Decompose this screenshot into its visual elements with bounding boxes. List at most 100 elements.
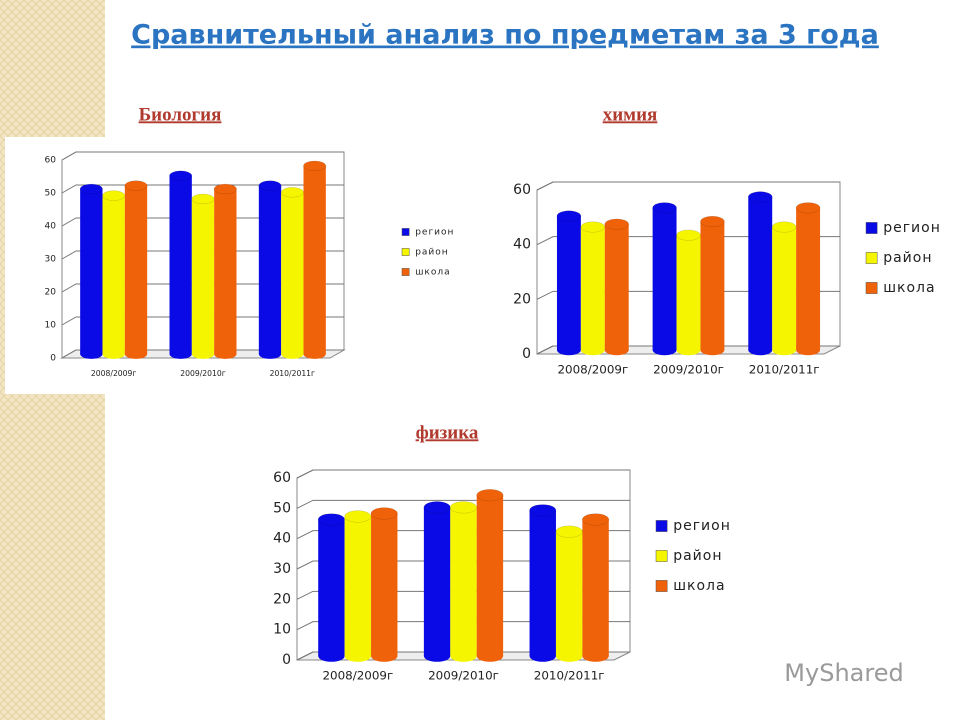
bar-cap [124, 180, 148, 191]
bar-base [748, 344, 773, 356]
bar [258, 185, 282, 354]
bar-cap [280, 187, 304, 198]
bar [580, 227, 605, 350]
bar-cap [771, 221, 797, 233]
bar [604, 224, 629, 350]
y-tick-label: 0 [282, 652, 291, 668]
bar-cap [317, 513, 345, 526]
bar-base [124, 349, 148, 359]
grid-line [536, 345, 840, 355]
bar-cap [370, 507, 398, 520]
legend-swatch [655, 520, 668, 532]
y-tick-label: 10 [273, 622, 291, 638]
legend-swatch [401, 268, 410, 276]
bar-base [555, 650, 583, 662]
bar-cap [582, 513, 610, 526]
chart-title: химия [603, 104, 658, 125]
bar-cap [213, 183, 237, 195]
bar-cap [748, 191, 773, 203]
bar-cap [676, 229, 701, 241]
legend-label: район [415, 248, 448, 258]
grid-line [296, 530, 630, 540]
chart-title: Биология [139, 104, 222, 125]
y-tick-label: 50 [273, 500, 291, 516]
bar [80, 189, 103, 354]
bar-cap [423, 501, 451, 514]
bar-base [102, 349, 125, 359]
bar-cap [102, 190, 126, 201]
bar [371, 513, 398, 656]
bar-base [344, 650, 372, 662]
grid-line [61, 151, 344, 161]
bar-base [700, 344, 725, 356]
legend-label: школа [673, 578, 725, 594]
bar-cap [191, 193, 215, 205]
y-tick-label: 60 [45, 156, 57, 166]
bar-cap [556, 210, 582, 222]
bar-base [423, 650, 451, 662]
bar-cap [700, 216, 725, 228]
bar [676, 235, 701, 350]
bar [214, 189, 237, 354]
legend-swatch [865, 222, 878, 234]
bar [344, 516, 372, 656]
bar [556, 216, 581, 350]
bar-base [371, 650, 398, 662]
bar [529, 510, 556, 656]
bar-cap [303, 160, 327, 172]
bar-cap [450, 501, 477, 514]
grid-line [296, 590, 630, 600]
bar-base [772, 344, 797, 356]
bar-cap [604, 218, 629, 230]
bar-cap [79, 183, 103, 195]
legend-swatch [655, 550, 668, 562]
legend-label: регион [673, 518, 731, 534]
grid-line [296, 560, 630, 570]
grid-line [61, 250, 344, 260]
bar-base [258, 349, 282, 359]
bar-base [580, 344, 605, 356]
bar [169, 175, 192, 354]
bar [582, 519, 609, 656]
legend-swatch [865, 282, 878, 294]
bar-base [80, 349, 103, 359]
grid-line [536, 236, 840, 246]
bar [318, 519, 345, 656]
legend-label: район [673, 548, 722, 564]
bar [303, 165, 326, 354]
legend-label: район [883, 250, 932, 266]
bar-base [318, 650, 345, 662]
y-tick-label: 30 [273, 561, 291, 577]
y-tick-label: 40 [45, 222, 57, 232]
grid-line [61, 316, 344, 326]
bar [652, 207, 677, 350]
bar [102, 195, 125, 354]
bar [450, 507, 477, 656]
bar-base [169, 349, 192, 359]
grid-line [536, 290, 840, 300]
bar [476, 495, 504, 656]
grid-line [536, 181, 840, 191]
bar-cap [795, 202, 821, 214]
y-tick-label: 60 [273, 470, 291, 486]
y-tick-label: 40 [513, 237, 531, 253]
bar [281, 192, 304, 354]
bar [700, 221, 725, 350]
x-tick-label: 2009/2010г [653, 363, 724, 377]
bar-cap [258, 180, 282, 191]
bar [423, 507, 451, 656]
watermark: MyShared [784, 659, 903, 687]
bar-base [450, 650, 477, 662]
y-tick-label: 0 [522, 346, 531, 362]
y-tick-label: 30 [45, 255, 57, 265]
bar [124, 185, 148, 354]
grid-line [61, 349, 344, 359]
bar-base [281, 349, 304, 359]
bar [555, 531, 583, 656]
grid-line [61, 283, 344, 293]
y-tick-label: 20 [513, 291, 531, 307]
x-tick-label: 2008/2009г [91, 369, 136, 378]
bar-base [582, 650, 609, 662]
bar [772, 227, 797, 350]
